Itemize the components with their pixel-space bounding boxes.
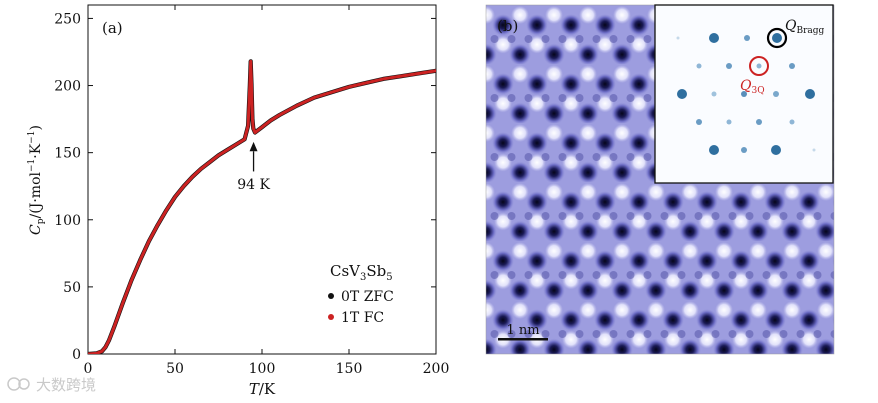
svg-text:Cp/(J·mol−1·K−1): Cp/(J·mol−1·K−1) [27, 125, 46, 235]
fft-peak [677, 89, 687, 99]
panel-a-label: (a) [102, 19, 123, 37]
series-layer [88, 59, 436, 354]
fft-peak [756, 63, 762, 69]
x-tick-label: 50 [166, 361, 184, 377]
y-tick-label: 150 [54, 146, 81, 162]
legend: CsV3Sb5 0T ZFC 1T FC [328, 262, 394, 326]
watermark-logo-icon [7, 377, 21, 391]
fft-peak [805, 89, 815, 99]
fft-inset: QBragg Q3Q [654, 4, 834, 184]
y-axis-label: Cp/(J·mol−1·K−1) [27, 125, 46, 235]
series-line-1t-fc [88, 59, 436, 354]
x-axis-ticks: 0 50 100 150 200 [84, 5, 450, 377]
stm-panel-b: (b) 1 nm QBragg Q3Q [485, 4, 835, 355]
fft-peak [711, 91, 717, 97]
fft-peak [709, 145, 719, 155]
watermark-text: 大数跨境 [36, 376, 96, 394]
fft-peak [726, 119, 732, 125]
arrow-head-icon [249, 141, 258, 152]
plot-frame [87, 4, 437, 355]
x-axis-label: T/K [249, 380, 276, 398]
y-axis-ticks: 0 50 100 150 200 250 [54, 11, 436, 363]
fft-peak [709, 33, 719, 43]
panel-b-label: (b) [497, 17, 518, 35]
fft-peak [773, 91, 779, 97]
y-tick-label: 0 [72, 347, 81, 363]
fft-peak [744, 35, 750, 41]
scale-bar: 1 nm [498, 323, 548, 341]
y-tick-label: 250 [54, 11, 81, 27]
y-tick-label: 100 [54, 213, 81, 229]
x-tick-label: 200 [423, 361, 450, 377]
bragg-peak-circle [766, 27, 788, 49]
fft-peak [741, 91, 747, 97]
legend-marker-1t-fc [328, 314, 334, 320]
fft-peak [812, 148, 816, 152]
legend-label-0t-zfc: 0T ZFC [341, 289, 394, 305]
chart-panel-a: 0 50 100 150 200 250 0 50 100 150 200 (a) 94 K Cs… [27, 4, 450, 398]
fft-peaks [676, 33, 816, 155]
bragg-label: QBragg [785, 18, 825, 36]
legend-label-1t-fc: 1T FC [341, 310, 384, 326]
q3q-peak-circle [749, 56, 769, 76]
annotation-94k: 94 K [237, 141, 270, 193]
q3q-label: Q3Q [740, 78, 765, 96]
fft-peak [726, 63, 732, 69]
fft-peak [789, 119, 795, 125]
x-tick-label: 0 [84, 361, 93, 377]
fft-peak [676, 36, 680, 40]
fft-peak [741, 147, 747, 153]
fft-peak [696, 119, 702, 125]
legend-title: CsV3Sb5 [330, 262, 393, 283]
fft-peak [772, 33, 782, 43]
fft-peak [771, 145, 781, 155]
y-tick-label: 50 [63, 280, 81, 296]
legend-marker-0t-zfc [328, 293, 334, 299]
fft-peak [756, 119, 762, 125]
y-tick-label: 200 [54, 79, 81, 95]
annotation-label: 94 K [237, 177, 270, 193]
fft-peak [789, 63, 795, 69]
x-tick-label: 150 [336, 361, 363, 377]
watermark: 大数跨境 [7, 376, 96, 394]
x-tick-label: 100 [249, 361, 276, 377]
scale-bar-label: 1 nm [506, 323, 539, 338]
fft-peak [696, 63, 702, 69]
